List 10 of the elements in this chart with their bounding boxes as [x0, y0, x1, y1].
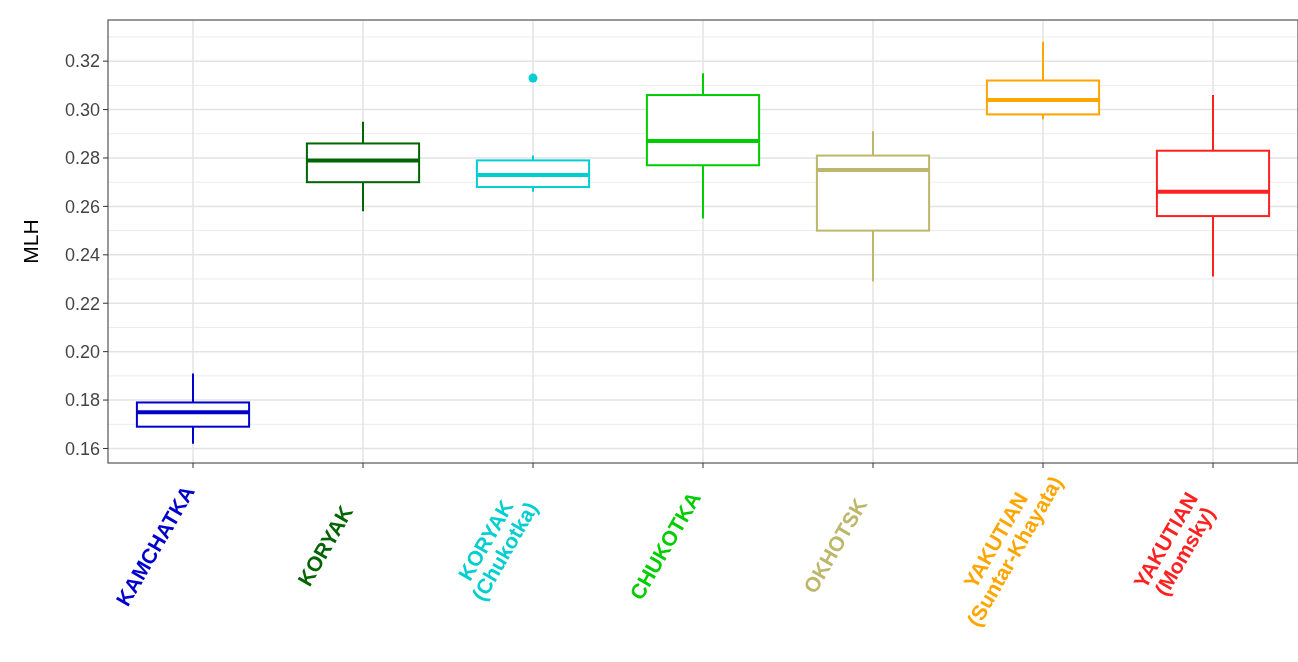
y-tick-label: 0.30: [64, 99, 100, 120]
y-tick-label: 0.18: [64, 390, 100, 411]
y-tick-label: 0.24: [64, 245, 100, 266]
y-tick-label: 0.28: [64, 148, 100, 169]
y-tick-label: 0.16: [64, 438, 100, 459]
y-tick-label: 0.26: [64, 196, 100, 217]
y-tick-label: 0.22: [64, 293, 100, 314]
y-tick-label: 0.32: [64, 51, 100, 72]
y-axis-title: MLH: [19, 219, 42, 264]
y-tick-label: 0.20: [64, 341, 100, 362]
